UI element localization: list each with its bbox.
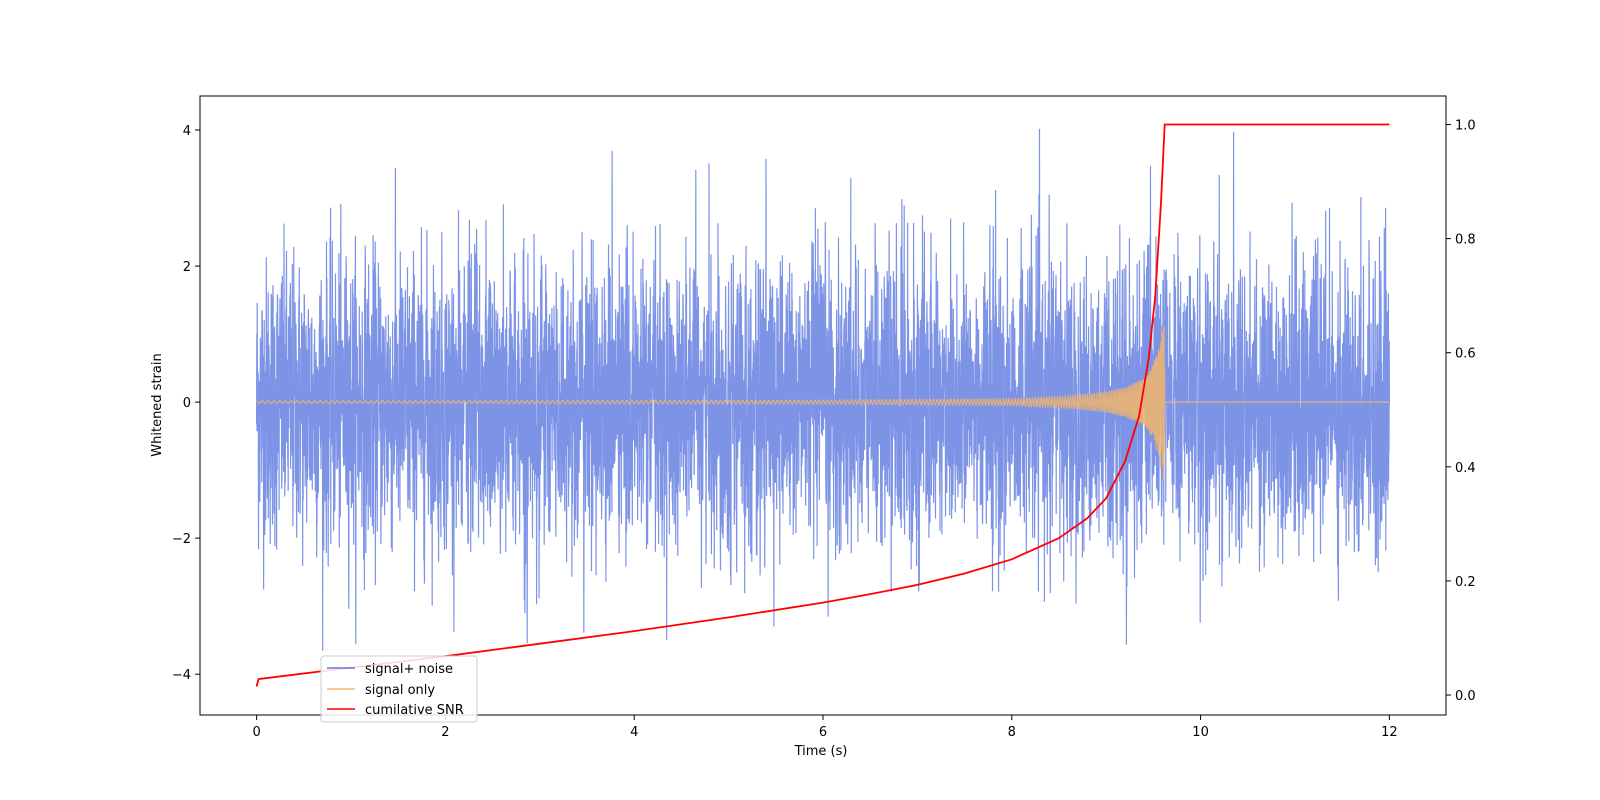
x-tick-label: 4 [630,725,638,740]
y2-tick-label: 0.2 [1455,575,1476,590]
legend-label-signal-noise: signal+ noise [365,662,453,677]
y-tick-label: 4 [183,124,191,139]
y-tick-label: −4 [172,668,191,683]
series-line-signal-noise [256,128,1390,651]
y-tick-label: 0 [183,396,191,411]
series-line-cumilative-snr [255,123,1390,687]
series-cumilative-snr [255,123,1390,687]
y2-tick-label: 1.0 [1455,119,1476,134]
y2-tick-label: 0.0 [1455,689,1476,704]
series-line-signal-only [256,325,1390,481]
y2-tick-label: 0.8 [1455,233,1476,248]
y-axis-left: 4 2 0 −2 −4 [172,124,200,683]
x-tick-label: 10 [1192,725,1209,740]
x-axis-label: Time (s) [794,744,848,759]
x-axis: 0 2 4 6 8 10 12 [252,715,1398,740]
series-signal-only [256,325,1390,481]
y-tick-label: 2 [183,260,191,275]
y-axis-label: Whitened strain [150,353,165,456]
legend-label-signal-only: signal only [365,683,435,698]
series-signal-noise [256,128,1390,651]
legend: signal+ noise signal only cumilative SNR [320,655,478,723]
y2-tick-label: 0.4 [1455,461,1476,476]
legend-box [320,655,478,723]
y-tick-label: −2 [172,532,191,547]
x-tick-label: 8 [1008,725,1016,740]
y-axis-right: 1.0 0.8 0.6 0.4 0.2 0.0 [1446,119,1476,704]
legend-label-cumilative-snr: cumilative SNR [365,703,464,718]
y2-tick-label: 0.6 [1455,347,1476,362]
x-tick-label: 0 [252,725,260,740]
x-tick-label: 6 [819,725,827,740]
x-tick-label: 12 [1381,725,1398,740]
x-tick-label: 2 [441,725,449,740]
